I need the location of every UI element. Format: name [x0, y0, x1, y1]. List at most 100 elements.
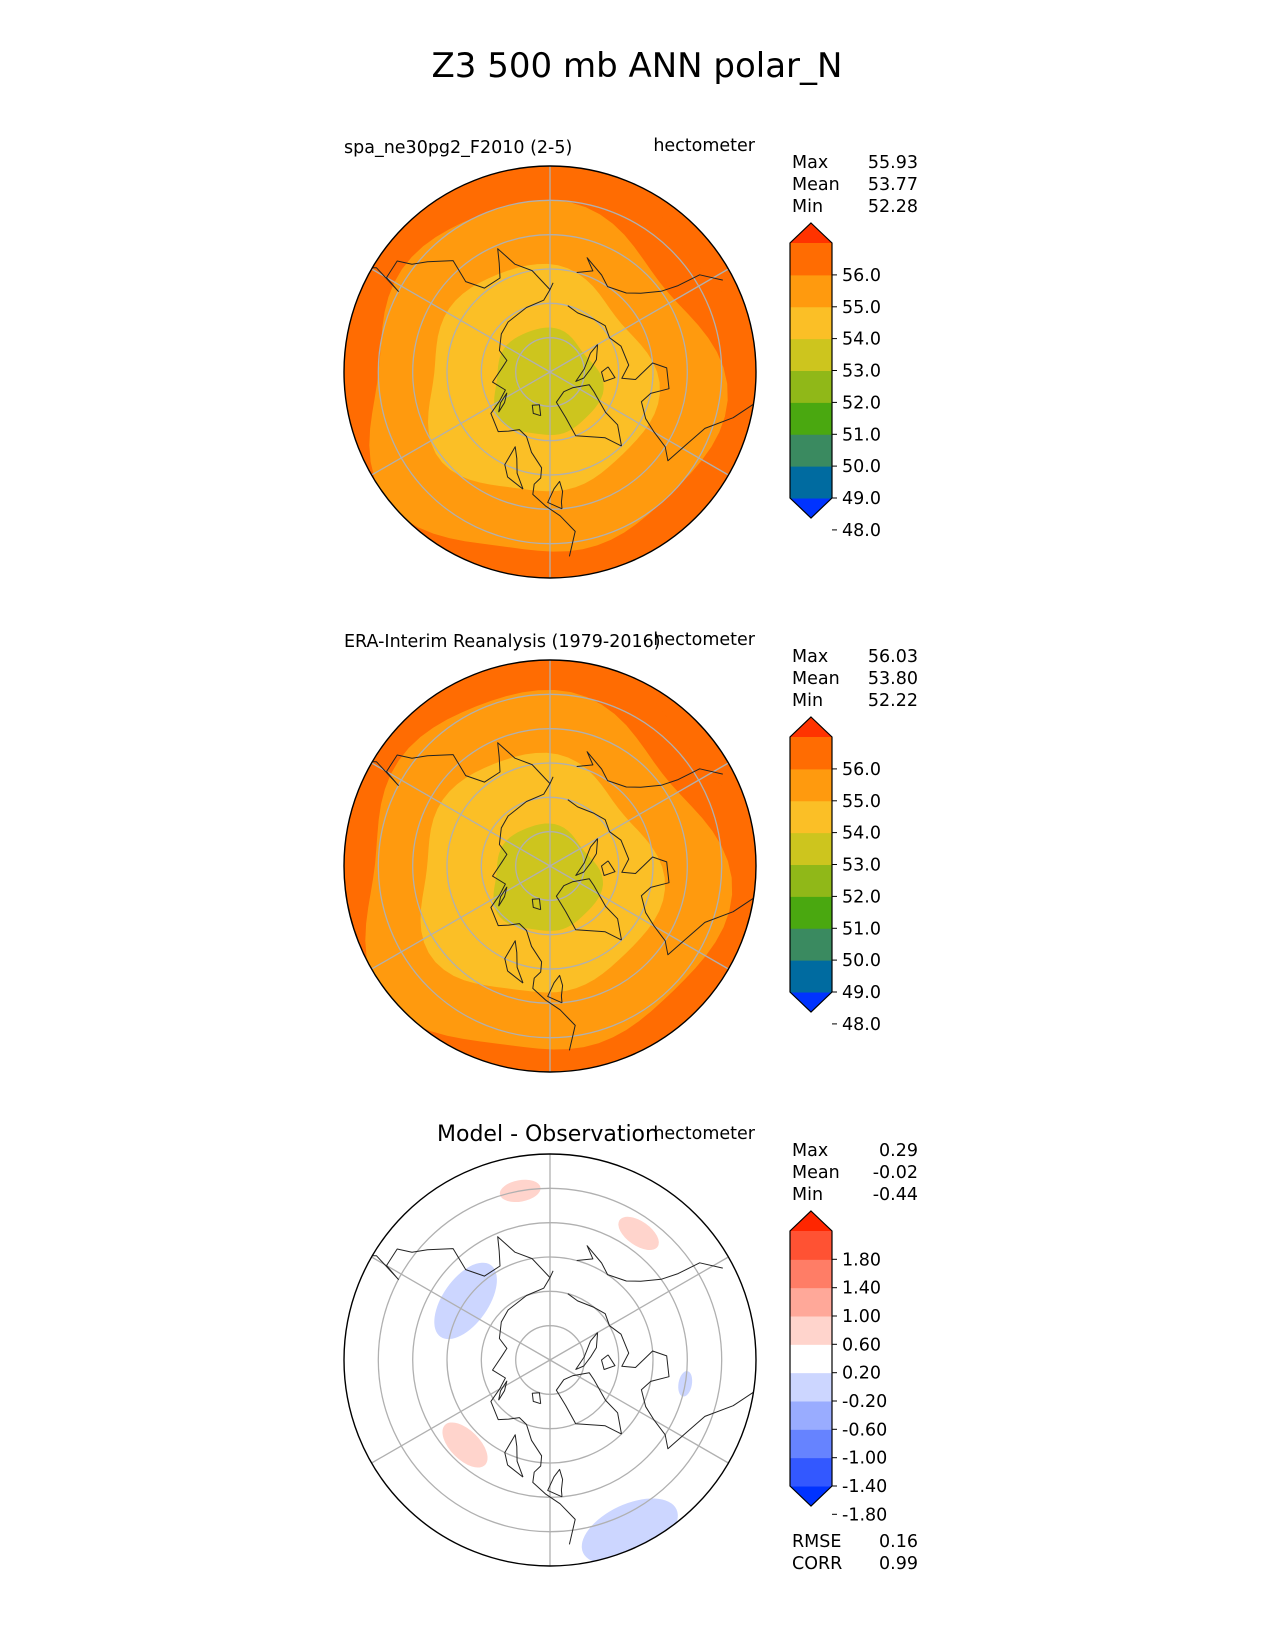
colorbar-extend-low	[790, 498, 832, 518]
stat-value: -0.02	[873, 1163, 918, 1183]
coastline	[576, 751, 723, 788]
coastline	[504, 940, 524, 984]
coastline	[601, 366, 616, 382]
coastline	[490, 776, 576, 1051]
stat-label: Min	[792, 197, 823, 217]
coastline	[576, 1245, 723, 1282]
colorbar-segment	[790, 1429, 832, 1459]
colorbar-tick-label: -0.20	[842, 1392, 887, 1412]
colorbar-segment	[790, 243, 832, 276]
stat-label: Max	[792, 647, 828, 667]
coastline	[531, 404, 542, 417]
colorbar-segment	[790, 800, 832, 834]
colorbar-segment	[790, 370, 832, 403]
coastline	[498, 392, 508, 413]
coastline	[567, 305, 754, 462]
colorbar-segment	[790, 466, 832, 499]
coastline	[555, 878, 622, 941]
colorbar-segment	[790, 1231, 832, 1260]
colorbar-segment	[790, 1372, 832, 1402]
lon-gridline-60	[549, 762, 729, 867]
colorbar-tick-label: 1.40	[842, 1279, 881, 1299]
stat-value: 53.77	[868, 175, 918, 195]
panel-reference-title: ERA-Interim Reanalysis (1979-2016)	[344, 632, 661, 652]
stat-label: Mean	[792, 669, 840, 689]
colorbar-segment	[790, 768, 832, 802]
coastline	[498, 1380, 508, 1401]
colorbar-tick-label: 0.60	[842, 1335, 881, 1355]
panel-reference-stats: Max 56.03 Mean 53.80 Min 52.22	[792, 647, 918, 711]
panel-difference-metrics: RMSE 0.16 CORR 0.99	[792, 1532, 918, 1574]
colorbar-tick-label: 52.0	[842, 393, 881, 413]
colorbar-tick-label: 51.0	[842, 919, 881, 939]
stat-label: Mean	[792, 1163, 840, 1183]
colorbar-tick-label: -1.40	[842, 1477, 887, 1497]
coastline	[490, 282, 576, 557]
colorbar-outline	[789, 222, 833, 519]
panel-difference-units: hectometer	[653, 1124, 755, 1144]
colorbar-tick-label: 1.00	[842, 1307, 881, 1327]
coastline	[567, 799, 754, 956]
colorbar-extend-high	[790, 1211, 832, 1231]
colorbar-segment	[790, 960, 832, 993]
colorbar-tick-label: 54.0	[842, 330, 881, 350]
panel-test-stats: Max 55.93 Mean 53.77 Min 52.28	[792, 153, 918, 217]
colorbar-tick-label: 56.0	[842, 266, 881, 286]
colorbar-tick-label: 48.0	[842, 1015, 881, 1035]
colorbar-tick-label: 53.0	[842, 362, 881, 382]
field-level-52.5	[493, 823, 603, 931]
colorbar-extend-low	[790, 1486, 832, 1506]
coastline	[555, 384, 622, 447]
lon-gridline-120	[549, 371, 729, 476]
colorbar-tick-label: 52.0	[842, 887, 881, 907]
stat-label: Mean	[792, 175, 840, 195]
colorbar-segment	[790, 1344, 832, 1374]
colorbar-segment	[790, 737, 832, 770]
panel-reference: ERA-Interim Reanalysis (1979-2016) hecto…	[343, 630, 918, 1073]
stat-value: 52.28	[868, 197, 918, 217]
colorbar-tick-label: 55.0	[842, 792, 881, 812]
colorbar-segment	[790, 832, 832, 866]
figure-title: Z3 500 mb ANN polar_N	[432, 46, 843, 86]
panel-test: spa_ne30pg2_F2010 (2-5) hectometer Max 55…	[343, 136, 918, 579]
coastline	[575, 1332, 599, 1370]
colorbar-tick-label: 55.0	[842, 298, 881, 318]
anomaly-region-4	[618, 1216, 659, 1250]
colorbar-outline	[789, 716, 833, 1013]
stat-value: 56.03	[868, 647, 918, 667]
colorbar-tick-label: 53.0	[842, 856, 881, 876]
coastline	[601, 860, 616, 876]
field-level-52.5	[494, 327, 604, 435]
panel-difference: Model - Observation hectometer Max 0.29 Me…	[343, 1122, 918, 1574]
lon-gridline-240	[371, 371, 551, 476]
coastline	[531, 898, 542, 911]
coastline	[498, 886, 508, 907]
colorbar-tick-label: -1.00	[842, 1449, 887, 1469]
colorbar-tick-label: 1.80	[842, 1250, 881, 1270]
colorbar-tick-label: 56.0	[842, 760, 881, 780]
coastline	[555, 1372, 622, 1435]
coastline	[344, 742, 551, 786]
lon-gridline-60	[549, 1256, 729, 1361]
colorbar-tick-label: 51.0	[842, 425, 881, 445]
colorbar-tick-label: 0.20	[842, 1364, 881, 1384]
colorbar-tick-label: 49.0	[842, 983, 881, 1003]
colorbar-segment	[790, 1316, 832, 1345]
coastline	[567, 1293, 754, 1450]
colorbar-tick-label: 48.0	[842, 521, 881, 541]
stat-label: Min	[792, 1185, 823, 1205]
colorbar-tick-label: -0.60	[842, 1420, 887, 1440]
colorbar-extend-high	[790, 717, 832, 737]
colorbar-segment	[790, 864, 832, 897]
coastline	[504, 446, 524, 490]
coastline	[504, 1434, 524, 1478]
metric-label: CORR	[792, 1554, 842, 1574]
panel-difference-title: Model - Observation	[437, 1122, 659, 1147]
colorbar-segment	[790, 1259, 832, 1289]
colorbar-segment	[790, 402, 832, 435]
colorbar-segment	[790, 338, 832, 372]
lon-gridline-120	[549, 865, 729, 970]
coastline	[576, 257, 723, 294]
coastline	[575, 344, 599, 382]
